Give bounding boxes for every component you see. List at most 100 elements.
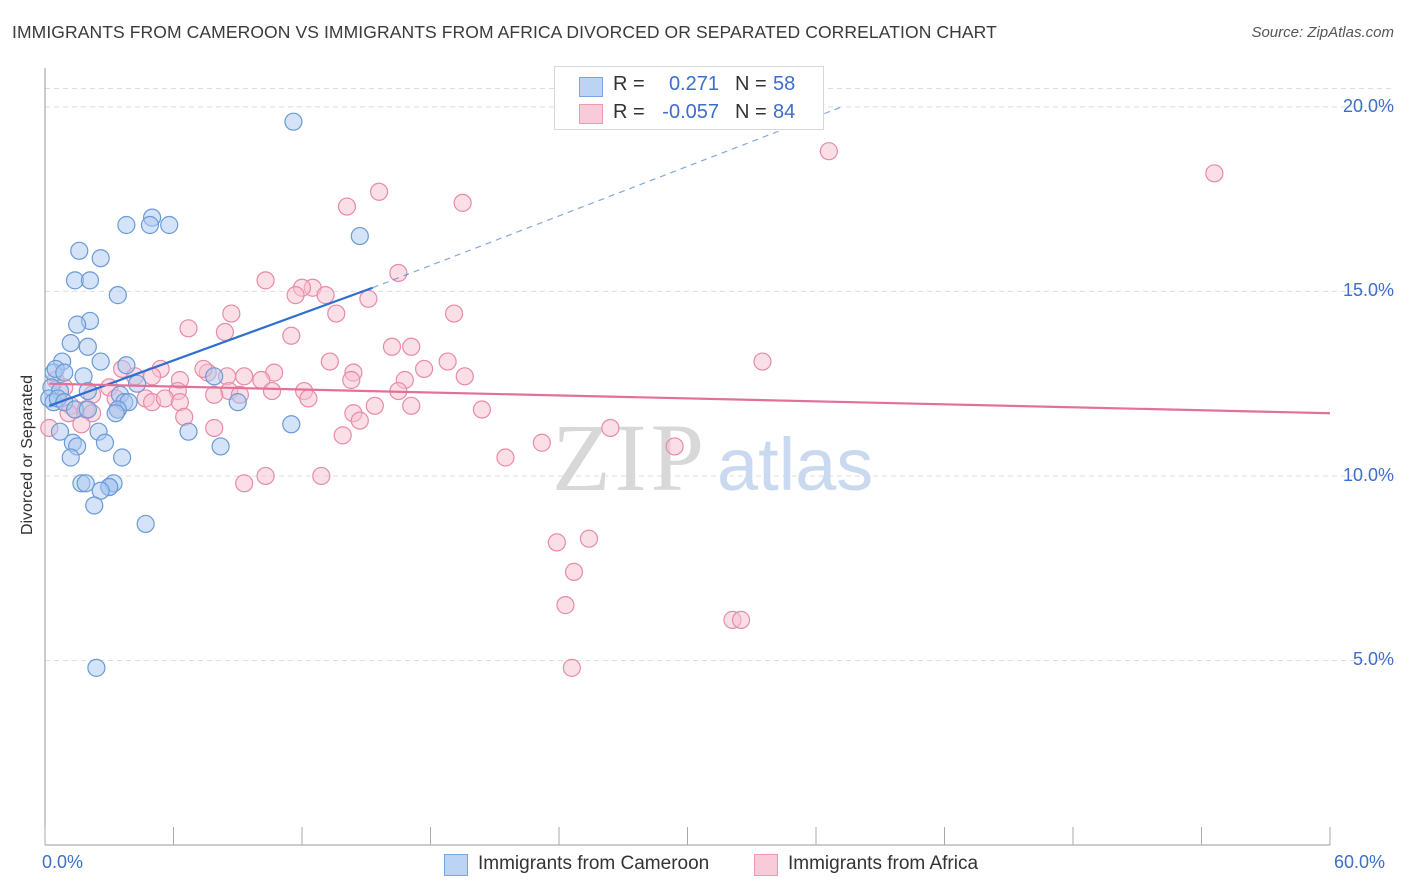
africa-point <box>312 466 331 486</box>
africa-point <box>579 529 599 548</box>
africa-point <box>402 396 421 415</box>
cameroon-trend-line <box>48 286 374 407</box>
africa-point <box>316 286 335 305</box>
africa-point <box>562 658 581 677</box>
cameroon-point <box>160 215 179 235</box>
africa-point <box>731 610 751 629</box>
cameroon-point <box>95 433 115 452</box>
africa-point <box>337 197 357 216</box>
africa-point <box>556 596 575 615</box>
africa-point <box>453 193 472 212</box>
africa-point <box>205 418 224 438</box>
cameroon-point <box>140 215 160 235</box>
cameroon-point <box>282 415 301 434</box>
cameroon-point <box>61 448 80 467</box>
legend-label: Immigrants from Africa <box>788 853 979 874</box>
cameroon-point <box>80 271 100 290</box>
cameroon-point <box>106 404 125 423</box>
africa-point <box>438 352 457 371</box>
africa-point <box>389 263 408 283</box>
africa-point <box>370 182 389 201</box>
cameroon-point <box>91 249 110 268</box>
stats-legend: R = 0.271 N = 58 R = -0.057 N = 84 <box>554 66 824 130</box>
n-label: N = <box>735 101 767 123</box>
cameroon-point <box>117 356 136 375</box>
cameroon-point <box>78 400 97 419</box>
cameroon-point <box>108 286 127 305</box>
cameroon-point <box>284 112 303 131</box>
africa-point <box>532 433 551 452</box>
africa-point <box>179 319 198 338</box>
africa-swatch <box>754 854 778 876</box>
africa-trend-line <box>49 382 1331 415</box>
africa-point <box>235 474 254 493</box>
n-value: 84 <box>773 101 796 123</box>
y-tick-label: 5.0% <box>1352 649 1394 670</box>
africa-point <box>262 381 282 401</box>
cameroon-point <box>76 474 95 493</box>
africa-point <box>256 271 275 290</box>
africa-point <box>472 400 491 419</box>
cameroon-point <box>61 333 80 353</box>
africa-swatch <box>579 104 603 124</box>
africa-point <box>327 304 346 323</box>
africa-point <box>444 304 464 323</box>
y-tick-label: 10.0% <box>1342 464 1394 485</box>
africa-point <box>382 337 402 356</box>
africa-point <box>155 389 175 408</box>
africa-point <box>299 389 318 408</box>
cameroon-point <box>68 315 87 334</box>
africa-point <box>365 396 384 415</box>
watermark-zip: ZIP <box>552 404 708 511</box>
cameroon-point <box>85 496 104 515</box>
africa-point <box>342 370 361 390</box>
cameroon-point <box>87 658 106 677</box>
trend-lines <box>48 106 1331 415</box>
africa-point <box>205 385 224 404</box>
chart-title: IMMIGRANTS FROM CAMEROON VS IMMIGRANTS F… <box>12 22 997 42</box>
cameroon-point <box>112 448 132 467</box>
cameroon-point <box>70 241 89 260</box>
r-label: R = <box>613 101 645 123</box>
africa-point <box>547 533 566 552</box>
africa-point <box>256 466 275 486</box>
africa-point <box>455 367 474 386</box>
cameroon-point <box>78 337 97 356</box>
cameroon-point <box>127 374 147 393</box>
africa-point <box>320 352 339 371</box>
x-tick-label-max: 60.0% <box>1334 852 1386 872</box>
cameroon-point <box>136 514 155 534</box>
y-tick-label: 20.0% <box>1342 95 1394 116</box>
africa-point <box>222 304 241 323</box>
africa-point <box>350 411 369 430</box>
cameroon-point <box>179 422 198 441</box>
r-value: 0.271 <box>668 73 719 95</box>
r-label: R = <box>613 73 645 95</box>
africa-point <box>215 322 234 342</box>
africa-point <box>601 418 620 438</box>
cameroon-point <box>211 437 230 456</box>
cameroon-swatch <box>579 77 603 97</box>
cameroon-point <box>205 367 224 386</box>
africa-point <box>496 448 515 467</box>
source-label: Source: ZipAtlas.com <box>1251 24 1394 41</box>
cameroon-swatch <box>444 854 468 876</box>
n-value: 58 <box>773 73 796 95</box>
data-points <box>40 112 1224 677</box>
africa-point <box>333 426 352 445</box>
axes <box>44 68 1331 846</box>
cameroon-point <box>91 352 110 371</box>
cameroon-point <box>350 226 369 246</box>
africa-point <box>402 337 421 356</box>
series-legend: Immigrants from Cameroon Immigrants from… <box>0 852 1406 878</box>
x-tick-label-min: 0.0% <box>42 852 84 872</box>
africa-point <box>282 326 301 345</box>
africa-point <box>564 562 584 582</box>
africa-point <box>286 286 305 305</box>
watermark-atlas: atlas <box>717 423 873 506</box>
cameroon-point <box>55 363 74 382</box>
n-label: N = <box>735 73 767 95</box>
africa-point <box>819 142 838 161</box>
africa-point <box>414 359 434 379</box>
cameroon-point <box>50 422 70 441</box>
